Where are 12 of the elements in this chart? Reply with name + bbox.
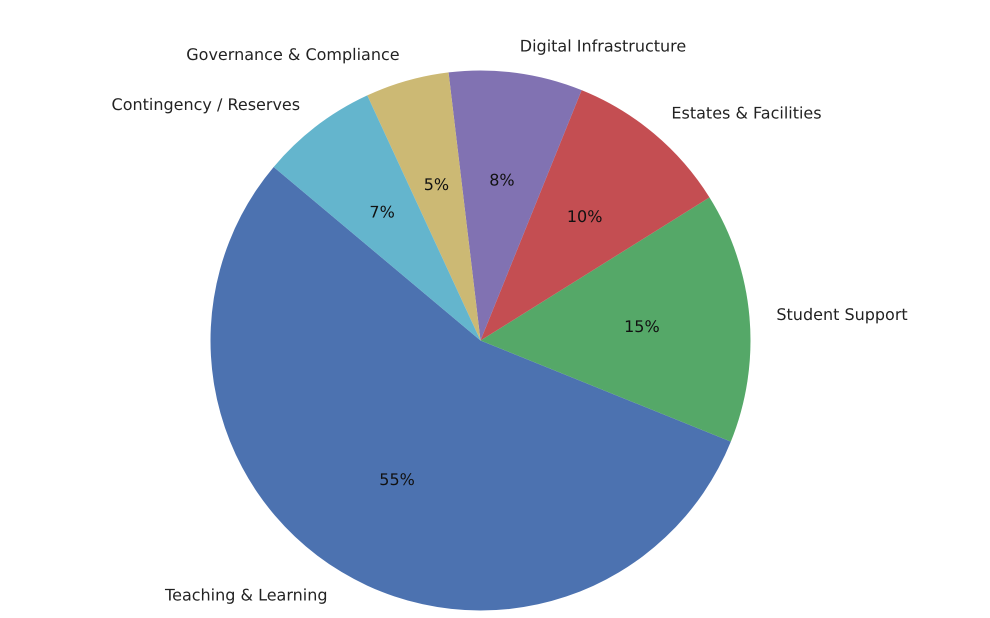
slice-label: Governance & Compliance [186,45,400,64]
data-label: 8% [489,170,515,190]
data-label: 10% [566,206,602,226]
slice-label: Student Support [776,305,908,324]
slice-label: Teaching & Learning [164,586,328,605]
slice-label: Contingency / Reserves [112,95,300,114]
data-label: 5% [424,175,450,194]
data-label: 15% [624,316,660,336]
data-label: 7% [369,202,395,222]
data-label: 55% [379,470,415,489]
slice-label: Digital Infrastructure [520,36,686,56]
slice-label: Estates & Facilities [671,103,822,122]
